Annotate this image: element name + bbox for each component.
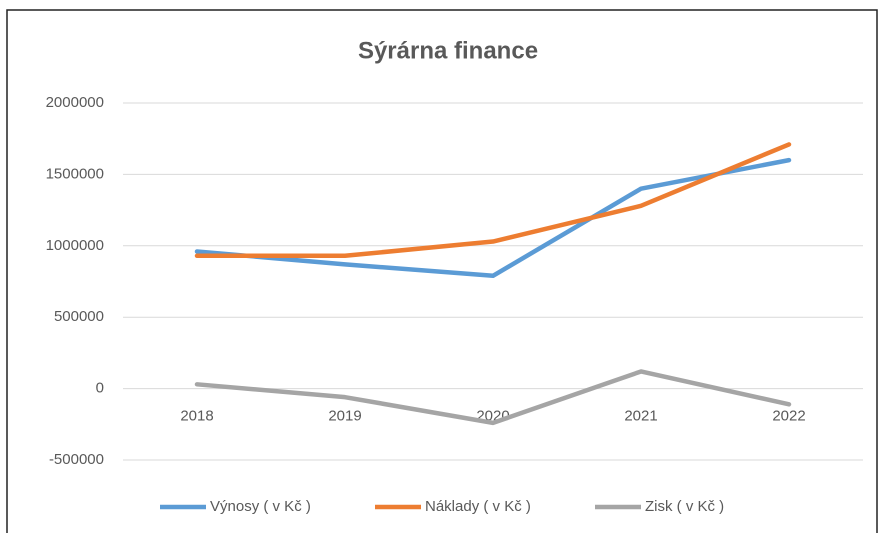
legend-label: Výnosy ( v Kč ) <box>210 498 311 515</box>
y-tick-label: 1000000 <box>46 237 104 254</box>
chart-title: Sýrárna finance <box>358 37 538 64</box>
y-tick-label: 1500000 <box>46 165 104 182</box>
y-tick-label: -500000 <box>49 451 104 468</box>
x-tick-label: 2018 <box>180 408 213 425</box>
y-tick-label: 500000 <box>54 308 104 325</box>
y-tick-label: 0 <box>96 380 104 397</box>
legend-label: Zisk ( v Kč ) <box>645 498 724 515</box>
x-tick-label: 2019 <box>328 408 361 425</box>
series-line <box>194 369 792 426</box>
series-line <box>194 157 792 279</box>
legend-label: Náklady ( v Kč ) <box>425 498 531 515</box>
y-tick-label: 2000000 <box>46 94 104 111</box>
x-tick-label: 2022 <box>772 408 805 425</box>
x-tick-label: 2021 <box>624 408 657 425</box>
series-line <box>194 142 792 259</box>
